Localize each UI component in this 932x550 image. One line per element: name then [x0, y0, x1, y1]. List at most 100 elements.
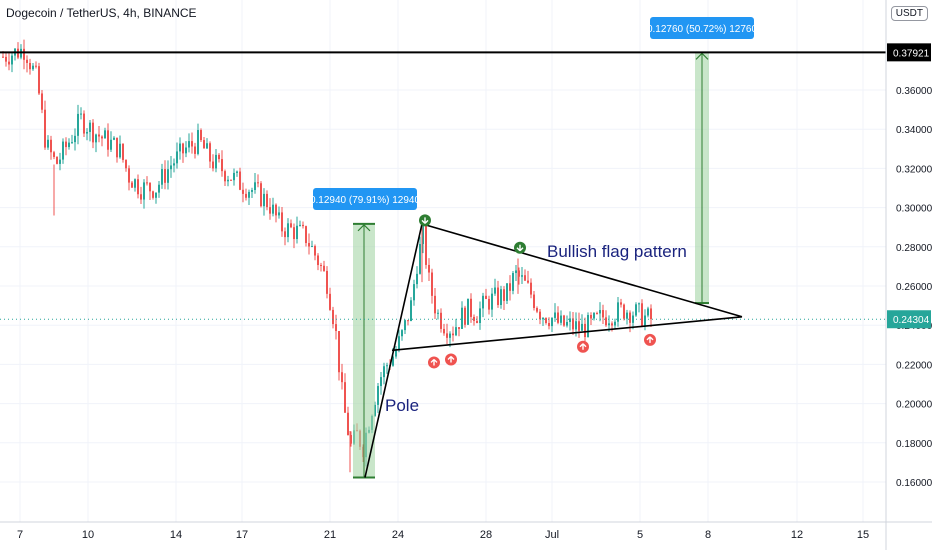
candle-body — [605, 317, 607, 326]
candle-body — [170, 165, 172, 170]
candle-body — [311, 246, 313, 248]
candle-body — [386, 365, 388, 367]
candle-body — [536, 307, 538, 312]
x-tick-label: 12 — [791, 529, 803, 541]
candle-body — [101, 136, 103, 139]
candle-body — [392, 356, 394, 366]
resistance-price-tag: 0.37921 — [893, 48, 930, 59]
candle-body — [341, 372, 343, 383]
candle-body — [413, 284, 415, 301]
candle-body — [404, 320, 406, 331]
candle-body — [548, 323, 550, 327]
x-tick-label: 5 — [637, 529, 643, 541]
candle-body — [428, 264, 430, 273]
candle-body — [23, 48, 25, 60]
candle-body — [485, 295, 487, 299]
candle-body — [494, 287, 496, 294]
candle-body — [461, 307, 463, 329]
x-tick-label: 8 — [705, 529, 711, 541]
candle-body — [95, 134, 97, 143]
candle-body — [206, 143, 208, 149]
candle-body — [545, 317, 547, 324]
candle-body — [107, 130, 109, 150]
candle-body — [557, 312, 559, 323]
arrow-up-icon-glyph — [447, 356, 455, 363]
candle-body — [611, 323, 613, 326]
candle-body — [230, 179, 232, 181]
x-tick-label: 14 — [170, 529, 182, 541]
candle-body — [563, 315, 565, 326]
y-tick-label: 0.32000 — [896, 164, 932, 175]
candle-body — [116, 137, 118, 158]
candle-body — [35, 65, 37, 67]
candle-body — [497, 287, 499, 306]
candle-body — [278, 212, 280, 216]
candle-body — [11, 55, 13, 65]
candle-body — [491, 293, 493, 310]
candle-body — [188, 141, 190, 148]
candle-body — [56, 156, 58, 164]
candle-body — [44, 109, 46, 148]
current-price-tag-bg — [887, 310, 931, 329]
y-tick-label: 0.28000 — [896, 243, 932, 254]
candle-body — [527, 280, 529, 283]
candle-body — [80, 113, 82, 115]
candle-body — [209, 143, 211, 162]
y-tick-label: 0.34000 — [896, 125, 932, 136]
pattern-label: Bullish flag pattern — [547, 242, 687, 261]
candle-body — [53, 152, 55, 157]
candle-body — [431, 272, 433, 296]
currency-selector[interactable]: USDT — [890, 6, 928, 21]
x-tick-label: 28 — [480, 529, 492, 541]
y-tick-label: 0.16000 — [896, 478, 932, 489]
candle-body — [476, 320, 478, 324]
candle-body — [554, 312, 556, 318]
candle-body — [131, 182, 133, 188]
candle-body — [584, 323, 586, 338]
candle-body — [167, 169, 169, 183]
arrow-up-icon-glyph — [579, 343, 587, 350]
candle-body — [398, 336, 400, 351]
candle-body — [143, 182, 145, 200]
candle-body — [326, 270, 328, 294]
candle-body — [62, 141, 64, 160]
candle-body — [587, 315, 589, 338]
candle-body — [479, 308, 481, 324]
candle-body — [140, 194, 142, 200]
candle-body — [434, 295, 436, 314]
candle-body — [617, 302, 619, 322]
candle-body — [443, 328, 445, 334]
candle-body — [530, 282, 532, 295]
candle-body — [8, 61, 10, 65]
arrow-down-icon-glyph — [516, 244, 524, 252]
candle-body — [539, 311, 541, 320]
candle-body — [119, 143, 121, 158]
candle-body — [26, 59, 28, 63]
candle-body — [578, 321, 580, 331]
candle-body — [602, 310, 604, 318]
candle-body — [323, 265, 325, 271]
candle-body — [254, 182, 256, 191]
candle-body — [272, 204, 274, 214]
candle-body — [350, 435, 352, 444]
arrow-up-icon-glyph — [646, 336, 654, 343]
resistance-price-tag-bg — [887, 43, 931, 62]
candle-body — [623, 304, 625, 319]
pole-measure-label: 0.12940 (79.91%) 12940 — [310, 195, 421, 206]
candle-body — [470, 298, 472, 317]
drawings: Pole Bullish flag pattern 0.12940 (79.91%)… — [0, 17, 886, 479]
candle-body — [593, 312, 595, 319]
candle-body — [59, 159, 61, 164]
candle-body — [122, 143, 124, 160]
x-tick-label: 17 — [236, 529, 248, 541]
candle-body — [164, 169, 166, 183]
candle-body — [620, 302, 622, 305]
candle-body — [503, 289, 505, 301]
candle-body — [482, 295, 484, 309]
candle-body — [161, 169, 163, 185]
candle-body — [29, 62, 31, 70]
candle-body — [506, 283, 508, 301]
